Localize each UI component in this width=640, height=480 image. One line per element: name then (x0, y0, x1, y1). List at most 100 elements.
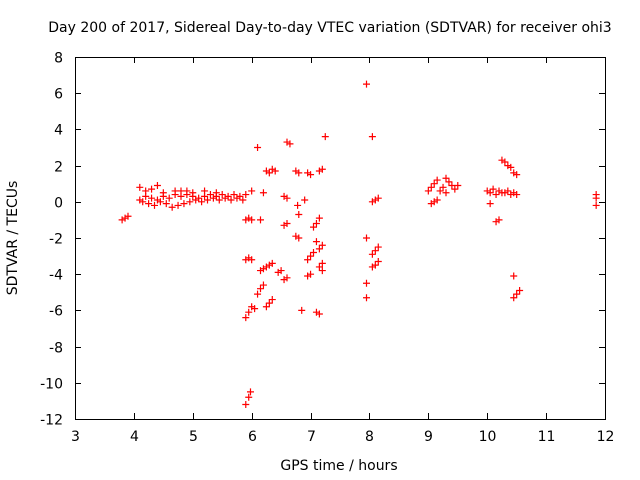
data-point (239, 196, 247, 204)
data-point (148, 194, 156, 202)
data-point (439, 183, 447, 191)
data-point (295, 210, 303, 218)
data-point (513, 191, 521, 199)
data-point (433, 176, 441, 184)
x-tick-label: 3 (71, 429, 80, 445)
data-point (286, 140, 294, 148)
data-point (124, 212, 132, 220)
data-point (363, 234, 370, 242)
data-point (254, 144, 262, 151)
data-point (301, 196, 309, 204)
data-point (201, 187, 209, 195)
data-point (156, 198, 164, 206)
data-point (145, 200, 153, 208)
data-point (162, 200, 170, 208)
data-point (209, 194, 217, 202)
data-point (516, 286, 524, 294)
data-point (295, 169, 303, 177)
data-point (374, 258, 382, 266)
data-point (245, 308, 253, 316)
data-point (257, 285, 264, 293)
data-point (318, 241, 326, 249)
data-point (307, 252, 315, 260)
data-point (204, 196, 211, 204)
x-tick-label: 8 (365, 429, 374, 445)
data-point (212, 189, 220, 197)
data-point (501, 158, 509, 166)
data-point (148, 185, 156, 193)
data-point (295, 234, 303, 242)
data-point (283, 220, 291, 228)
data-point (233, 194, 241, 202)
data-point (454, 182, 462, 190)
data-point (174, 201, 182, 209)
data-point (151, 201, 158, 209)
data-point (442, 189, 450, 197)
data-point (198, 198, 206, 206)
data-point (592, 201, 600, 209)
data-point (310, 223, 317, 231)
data-point (492, 191, 500, 199)
data-point (221, 194, 229, 202)
data-point (248, 256, 256, 264)
data-point (368, 133, 376, 141)
y-tick-label: -6 (49, 304, 63, 320)
data-point (318, 259, 326, 267)
y-tick-label: 2 (54, 160, 63, 176)
data-point (268, 296, 276, 304)
data-point (489, 185, 497, 193)
data-point (451, 185, 459, 193)
data-point (168, 203, 176, 211)
data-point (251, 305, 259, 313)
data-point (277, 267, 285, 275)
data-point (259, 281, 267, 289)
axis-ticks: 3 4 5 6 7 8 9 10 11 12 -12 -10 -8 -6 -4 -2 0 2 4 6 8 (40, 51, 614, 446)
data-point (206, 191, 214, 199)
data-point (371, 261, 379, 269)
data-point (312, 308, 320, 316)
chart-title: Day 200 of 2017, Sidereal Day-to-day VTE… (48, 20, 611, 36)
x-tick-label: 12 (597, 429, 615, 445)
data-point (246, 388, 254, 396)
data-point (257, 216, 264, 224)
data-point (153, 182, 161, 190)
data-point (215, 196, 223, 204)
data-point (445, 178, 453, 186)
data-point (183, 187, 191, 195)
data-point (254, 290, 262, 298)
data-point (495, 216, 503, 224)
y-axis-label: SDTVAR / TECUs (5, 181, 21, 296)
data-point (245, 393, 253, 401)
data-point (318, 267, 326, 275)
data-point (294, 201, 302, 209)
data-point (262, 303, 270, 311)
data-point (218, 191, 226, 199)
y-tick-label: 4 (54, 123, 63, 139)
data-point (142, 192, 150, 200)
data-point (592, 194, 600, 202)
data-point (177, 187, 185, 195)
data-point (283, 274, 291, 282)
y-tick-label: 6 (54, 87, 63, 103)
y-tick-label: -2 (49, 232, 63, 248)
data-point (321, 133, 329, 141)
data-point (186, 198, 194, 206)
data-point (265, 299, 273, 307)
data-point (268, 259, 276, 267)
data-point (283, 194, 291, 202)
data-point (424, 187, 432, 195)
data-point (242, 314, 250, 322)
data-point (510, 294, 518, 302)
data-point (315, 245, 323, 253)
data-point (310, 248, 317, 256)
data-point (510, 272, 518, 280)
data-point (374, 194, 382, 202)
data-point (248, 216, 256, 224)
x-axis-label: GPS time / hours (280, 458, 397, 474)
y-tick-label: -12 (40, 413, 63, 429)
data-point (265, 169, 273, 177)
data-point (307, 270, 315, 278)
data-point (486, 189, 494, 197)
y-tick-label: -4 (49, 268, 63, 284)
data-point (192, 196, 200, 204)
